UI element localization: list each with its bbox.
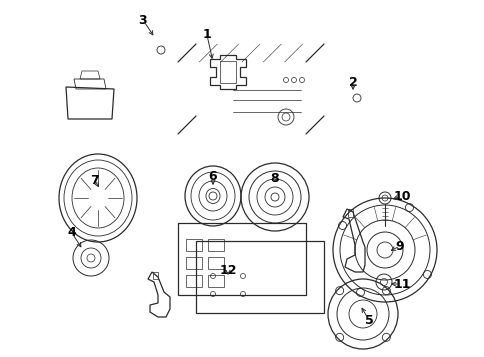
Text: 4: 4 — [67, 226, 76, 240]
Text: 11: 11 — [393, 277, 410, 291]
Text: 2: 2 — [348, 75, 357, 89]
Text: 9: 9 — [395, 240, 404, 252]
Text: 8: 8 — [270, 171, 279, 185]
Text: 12: 12 — [219, 263, 236, 277]
Text: 3: 3 — [138, 14, 147, 26]
Text: 1: 1 — [202, 29, 211, 41]
Text: 7: 7 — [91, 174, 99, 186]
Text: 6: 6 — [208, 170, 217, 182]
Text: 5: 5 — [364, 313, 373, 327]
Text: 10: 10 — [393, 190, 410, 202]
